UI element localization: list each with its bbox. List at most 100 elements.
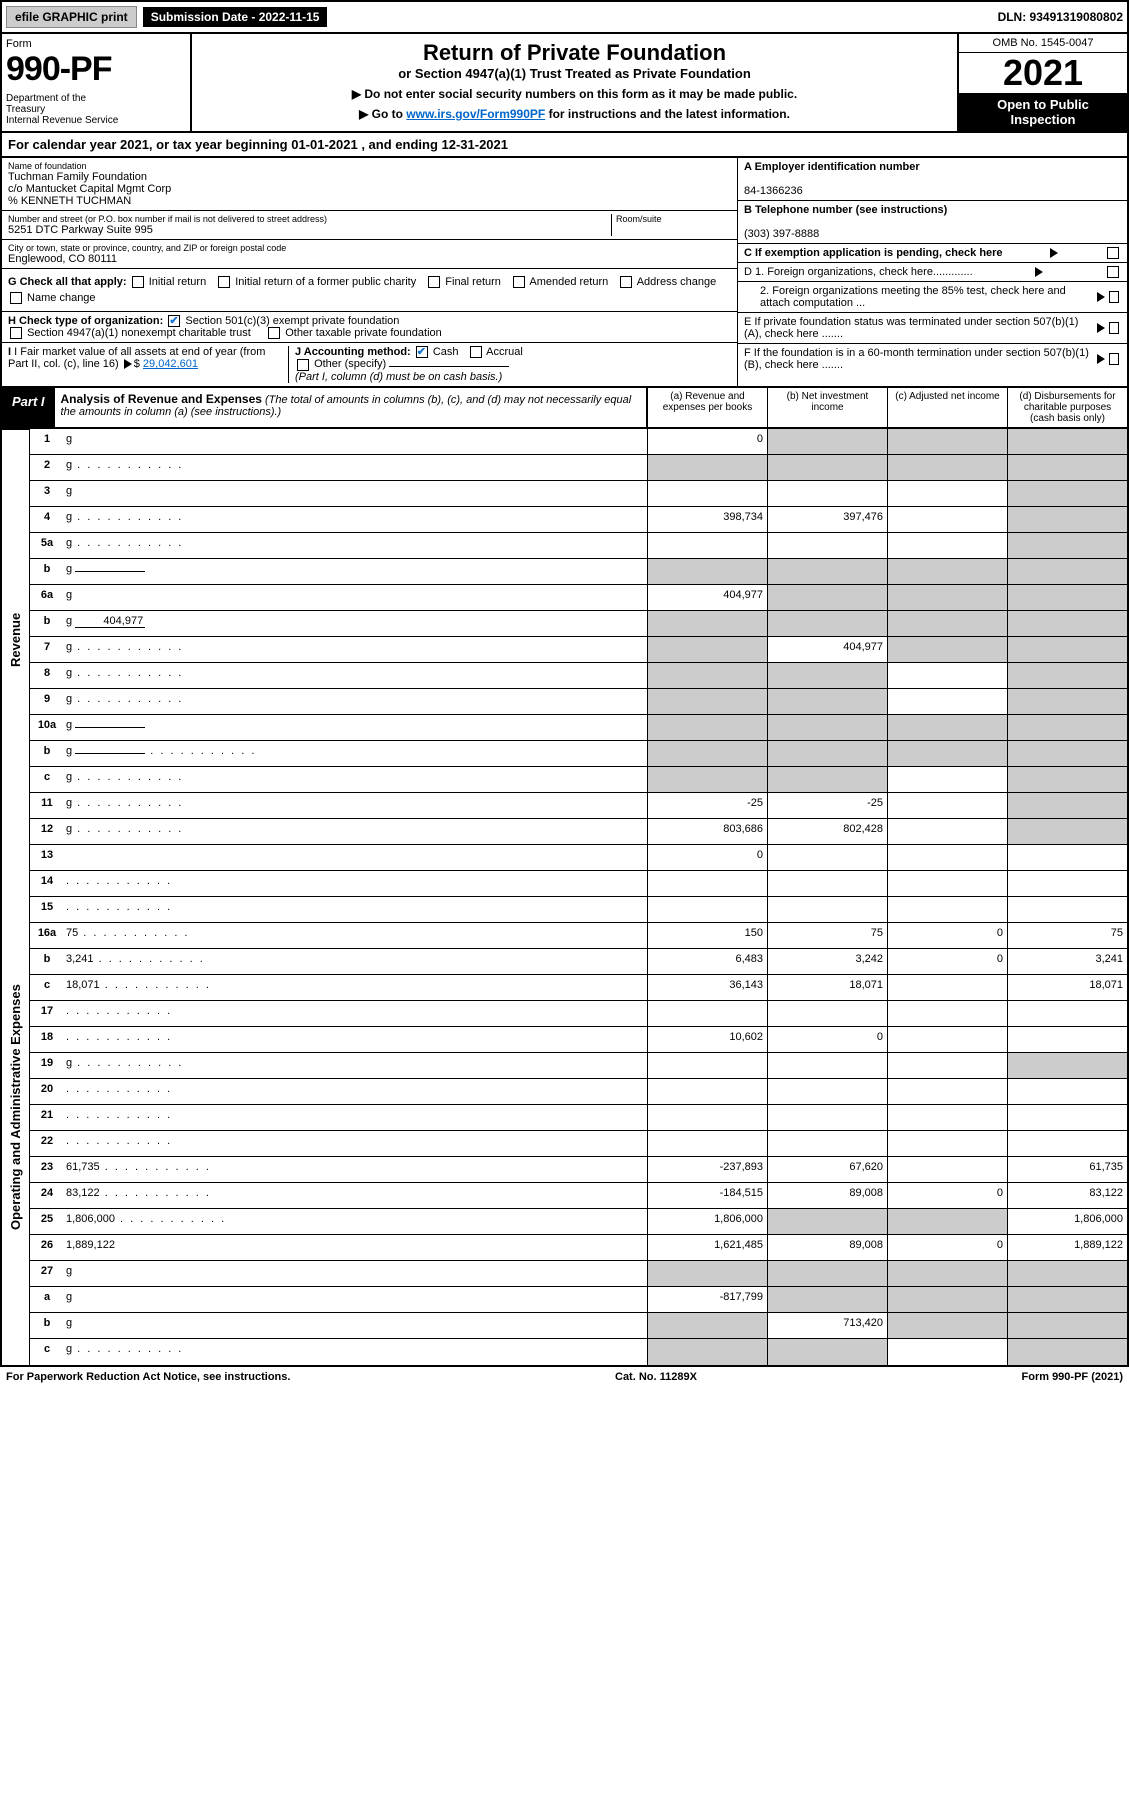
- row-desc: [64, 1001, 647, 1026]
- form990pf-link[interactable]: www.irs.gov/Form990PF: [406, 107, 545, 121]
- row-number: c: [30, 767, 64, 792]
- table-row: 11g-25-25: [30, 793, 1127, 819]
- table-row: 251,806,0001,806,0001,806,000: [30, 1209, 1127, 1235]
- ein-cell: A Employer identification number 84-1366…: [738, 158, 1127, 201]
- cell-value: [887, 1339, 1007, 1365]
- table-row: bg 404,977: [30, 611, 1127, 637]
- checkbox-icon[interactable]: [620, 276, 632, 288]
- checkbox-icon[interactable]: [428, 276, 440, 288]
- checkbox-C[interactable]: [1107, 247, 1119, 259]
- part1-desc: Analysis of Revenue and Expenses (The to…: [55, 388, 646, 427]
- cell-value: [887, 507, 1007, 532]
- footer-left: For Paperwork Reduction Act Notice, see …: [6, 1371, 290, 1383]
- row-desc: g: [64, 1287, 647, 1312]
- cell-grey: [887, 559, 1007, 584]
- cell-value: -817,799: [647, 1287, 767, 1312]
- table-row: 14: [30, 871, 1127, 897]
- cell-value: 61,735: [1007, 1157, 1127, 1182]
- table-row: 27g: [30, 1261, 1127, 1287]
- checkbox-E[interactable]: [1109, 322, 1119, 334]
- row-number: 13: [30, 845, 64, 870]
- cell-value: [887, 897, 1007, 922]
- row-number: 18: [30, 1027, 64, 1052]
- checkbox-other-taxable[interactable]: [268, 327, 280, 339]
- row-desc: 1,889,122: [64, 1235, 647, 1260]
- row-desc: [64, 845, 647, 870]
- cell-value: 18,071: [767, 975, 887, 1000]
- cell-grey: [647, 689, 767, 714]
- check-option: Address change: [618, 276, 716, 288]
- table-row: 5ag: [30, 533, 1127, 559]
- cell-grey: [1007, 481, 1127, 506]
- address-cell: Number and street (or P.O. box number if…: [2, 211, 737, 240]
- row-number: 16a: [30, 923, 64, 948]
- cell-value: 0: [887, 949, 1007, 974]
- cell-value: [767, 871, 887, 896]
- checkbox-4947[interactable]: [10, 327, 22, 339]
- cell-value: [887, 1001, 1007, 1026]
- cell-value: 0: [647, 429, 767, 454]
- checkbox-cash[interactable]: [416, 346, 428, 358]
- col-a-header: (a) Revenue and expenses per books: [647, 388, 767, 427]
- form-header: Form 990-PF Department of theTreasuryInt…: [0, 34, 1129, 133]
- row-number: 8: [30, 663, 64, 688]
- cell-value: 397,476: [767, 507, 887, 532]
- checkbox-icon[interactable]: [132, 276, 144, 288]
- checkbox-icon[interactable]: [10, 292, 22, 304]
- row-number: 26: [30, 1235, 64, 1260]
- row-desc: 3,241: [64, 949, 647, 974]
- checkbox-F[interactable]: [1109, 353, 1119, 365]
- cell-grey: [887, 741, 1007, 766]
- row-desc: g: [64, 559, 647, 584]
- cell-value: [647, 897, 767, 922]
- side-tabs: Revenue Operating and Administrative Exp…: [2, 429, 30, 1365]
- cell-grey: [887, 611, 1007, 636]
- table-row: ag-817,799: [30, 1287, 1127, 1313]
- city-cell: City or town, state or province, country…: [2, 240, 737, 269]
- cell-value: [1007, 1079, 1127, 1104]
- revenue-tab: Revenue: [2, 429, 29, 849]
- cell-value: [887, 689, 1007, 714]
- cell-value: [767, 897, 887, 922]
- table-row: 19g: [30, 1053, 1127, 1079]
- checkbox-other-method[interactable]: [297, 359, 309, 371]
- row-desc: g: [64, 819, 647, 844]
- cell-value: 75: [1007, 923, 1127, 948]
- row-number: 6a: [30, 585, 64, 610]
- row-desc: g: [64, 663, 647, 688]
- cell-value: [647, 1001, 767, 1026]
- checkbox-D1[interactable]: [1107, 266, 1119, 278]
- header-mid: Return of Private Foundation or Section …: [192, 34, 957, 131]
- row-desc: g: [64, 715, 647, 740]
- cell-grey: [767, 585, 887, 610]
- checkbox-accrual[interactable]: [470, 346, 482, 358]
- table-row: 6ag404,977: [30, 585, 1127, 611]
- row-number: b: [30, 949, 64, 974]
- part1-label: Part I: [2, 388, 55, 427]
- checkbox-icon[interactable]: [513, 276, 525, 288]
- cell-grey: [767, 663, 887, 688]
- row-desc: g: [64, 1313, 647, 1338]
- row-number: c: [30, 1339, 64, 1365]
- efile-button[interactable]: efile GRAPHIC print: [6, 6, 137, 28]
- cell-value: [887, 481, 1007, 506]
- table-row: 261,889,1221,621,48589,00801,889,122: [30, 1235, 1127, 1261]
- row-desc: g: [64, 455, 647, 480]
- row-desc: [64, 1079, 647, 1104]
- checkbox-501c3[interactable]: [168, 315, 180, 327]
- cell-value: [647, 481, 767, 506]
- table-row: 21: [30, 1105, 1127, 1131]
- cell-value: 89,008: [767, 1235, 887, 1260]
- cell-value: [887, 663, 1007, 688]
- table-row: 9g: [30, 689, 1127, 715]
- checkbox-D2[interactable]: [1109, 291, 1119, 303]
- fmv-link[interactable]: 29,042,601: [143, 358, 198, 370]
- calendar-year-row: For calendar year 2021, or tax year begi…: [0, 133, 1129, 158]
- cell-value: -237,893: [647, 1157, 767, 1182]
- cell-value: 150: [647, 923, 767, 948]
- row-number: 3: [30, 481, 64, 506]
- top-bar: efile GRAPHIC print Submission Date - 20…: [0, 0, 1129, 34]
- checkbox-icon[interactable]: [218, 276, 230, 288]
- row-desc: g: [64, 689, 647, 714]
- row-number: 5a: [30, 533, 64, 558]
